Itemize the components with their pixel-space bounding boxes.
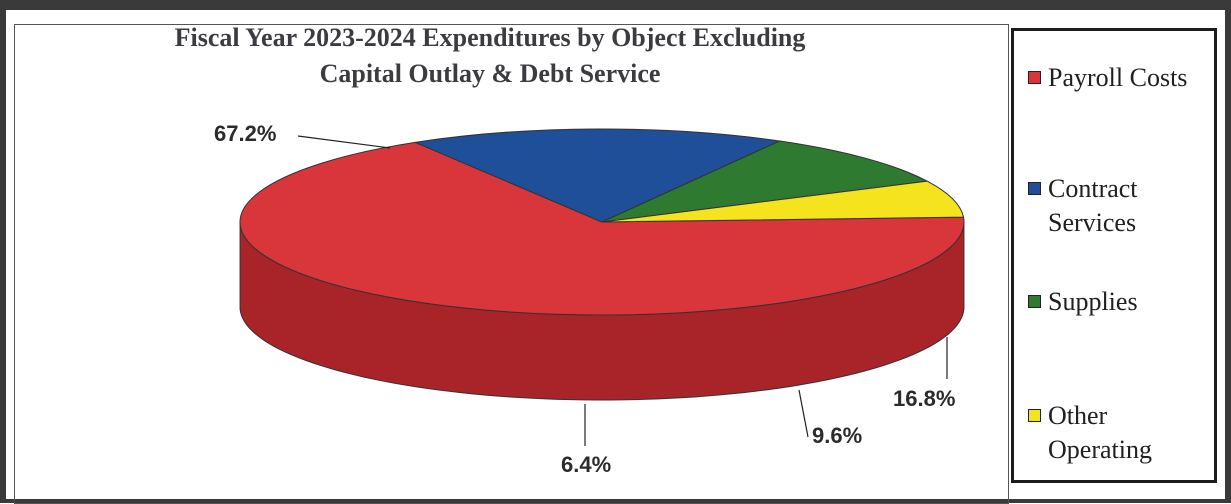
pie-leaders xyxy=(297,135,948,446)
data-label-payroll-costs: 67.2% xyxy=(214,121,276,146)
pie-slice-contract-services xyxy=(413,128,782,223)
pie-slice-supplies xyxy=(601,140,929,223)
pie-tops xyxy=(239,128,965,316)
legend-swatch-supplies xyxy=(1028,295,1041,308)
legend-swatch-payroll-costs xyxy=(1028,71,1041,84)
legend-label-other-operating-line-2: Operating xyxy=(1048,435,1152,464)
legend-label-supplies: Supplies xyxy=(1048,287,1138,316)
leader-line-supplies xyxy=(798,389,809,438)
pie-slice-other-operating xyxy=(601,180,965,223)
legend-label-payroll-costs: Payroll Costs xyxy=(1048,63,1188,92)
legend-label-contract-services-line-1: Contract xyxy=(1048,174,1138,203)
legend: Payroll Costs Contract Services Supplies… xyxy=(1011,28,1217,483)
data-label-contract-services: 16.8% xyxy=(893,386,955,411)
legend-label-other-operating: Other Operating xyxy=(1048,399,1152,467)
legend-label-other-operating-line-1: Other xyxy=(1048,401,1108,430)
legend-swatch-other-operating xyxy=(1028,409,1041,422)
chart-title: Fiscal Year 2023-2024 Expenditures by Ob… xyxy=(60,20,920,92)
legend-label-contract-services-line-2: Services xyxy=(1048,208,1137,237)
chart-title-line-1: Fiscal Year 2023-2024 Expenditures by Ob… xyxy=(174,23,806,52)
data-label-supplies: 9.6% xyxy=(812,423,862,448)
pie-slice-payroll-costs xyxy=(239,141,965,316)
data-label-other-operating: 6.4% xyxy=(561,452,611,477)
legend-label-contract-services: Contract Services xyxy=(1048,172,1138,240)
pie-labels: 67.2% 16.8% 9.6% 6.4% xyxy=(214,121,955,477)
chart-title-line-2: Capital Outlay & Debt Service xyxy=(319,59,661,88)
legend-swatch-contract-services xyxy=(1028,182,1041,195)
leader-line-payroll-costs xyxy=(297,135,391,149)
